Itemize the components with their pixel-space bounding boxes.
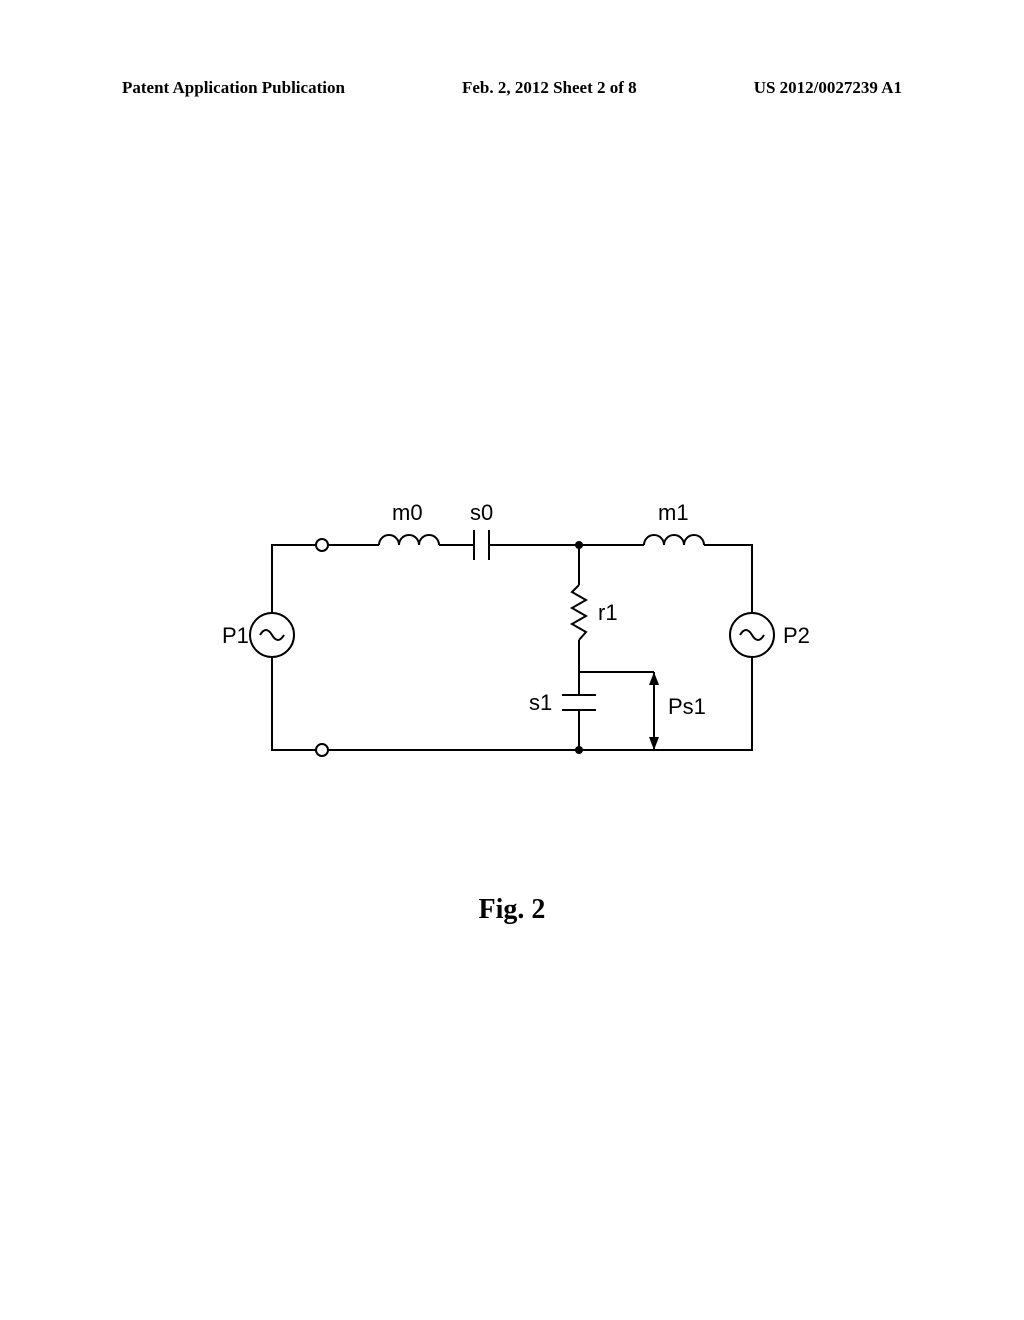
- header-publication-text: Patent Application Publication: [122, 78, 345, 98]
- label-m1: m1: [658, 500, 689, 526]
- ps1-arrow-up: [649, 672, 659, 685]
- label-s0: s0: [470, 500, 493, 526]
- wire-p1-top: [272, 545, 316, 613]
- terminal-top: [316, 539, 328, 551]
- label-ps1: Ps1: [668, 694, 706, 720]
- label-p1: P1: [222, 623, 249, 649]
- label-m0: m0: [392, 500, 423, 526]
- inductor-m1: [644, 535, 704, 545]
- ps1-arrow-down: [649, 737, 659, 750]
- inductor-m0: [379, 535, 439, 545]
- terminal-bottom: [316, 744, 328, 756]
- resistor-r1: [572, 585, 586, 640]
- wire-bottom-right: [579, 657, 752, 750]
- circuit-svg: [214, 490, 810, 790]
- circuit-diagram: P1 P2 m0 s0 m1 r1 s1 Ps1: [214, 490, 810, 790]
- page-header: Patent Application Publication Feb. 2, 2…: [122, 78, 902, 98]
- label-s1: s1: [529, 690, 552, 716]
- label-r1: r1: [598, 600, 618, 626]
- source-p2-wave: [740, 630, 764, 640]
- figure-caption: Fig. 2: [0, 894, 1024, 926]
- wire-p1-bottom: [272, 657, 316, 750]
- label-p2: P2: [783, 623, 810, 649]
- header-date-sheet: Feb. 2, 2012 Sheet 2 of 8: [462, 78, 637, 98]
- header-patent-number: US 2012/0027239 A1: [754, 78, 902, 98]
- wire-top-5: [704, 545, 752, 613]
- source-p1-wave: [260, 630, 284, 640]
